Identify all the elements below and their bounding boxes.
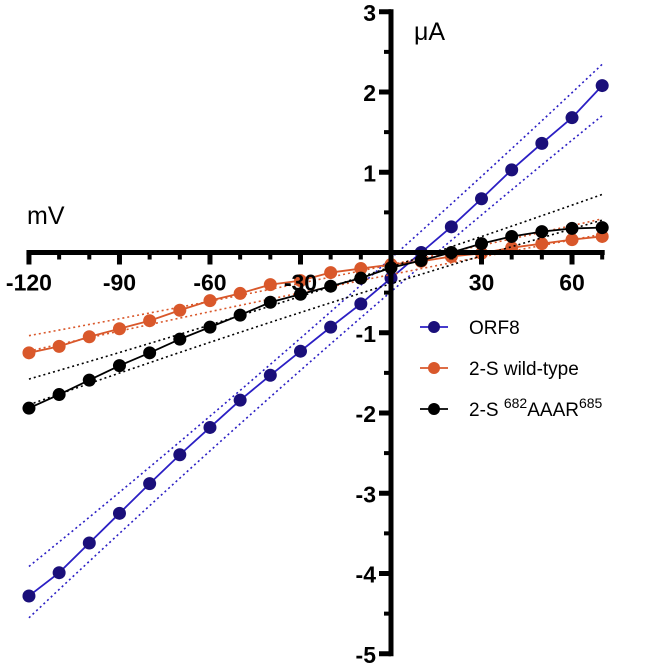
data-point — [203, 320, 217, 334]
y-tick-label: -2 — [356, 401, 376, 427]
data-point — [354, 262, 368, 276]
data-point — [22, 346, 36, 360]
legend-label: 2-S wild-type — [469, 359, 579, 380]
data-point — [293, 274, 307, 288]
data-point — [143, 346, 157, 360]
data-point — [52, 566, 66, 580]
data-point — [293, 344, 307, 358]
ci-upper-band — [28, 218, 603, 337]
legend-text-span: 2-S — [469, 400, 504, 421]
ci-upper-band — [28, 193, 603, 380]
series-line — [28, 84, 603, 597]
data-point — [475, 192, 489, 206]
data-point — [324, 320, 338, 334]
data-point — [535, 225, 549, 239]
data-point — [112, 322, 126, 336]
data-point — [22, 401, 36, 415]
data-point — [414, 254, 428, 268]
data-point — [82, 330, 96, 344]
x-tick-label: -120 — [6, 270, 52, 296]
data-point — [143, 314, 157, 328]
data-point — [143, 477, 157, 491]
y-tick-label: 1 — [363, 160, 376, 186]
data-point — [535, 136, 549, 150]
y-tick-label: -5 — [356, 642, 377, 667]
legend-superscript: 685 — [579, 395, 603, 411]
legend-text-span: ORF8 — [469, 318, 520, 339]
y-tick-label: -1 — [356, 321, 377, 347]
data-point — [565, 221, 579, 235]
data-point — [565, 233, 579, 247]
data-point — [173, 303, 187, 317]
series-1 — [22, 218, 609, 360]
x-tick-label: -60 — [193, 270, 226, 296]
data-point — [173, 448, 187, 462]
x-tick-label: 60 — [559, 270, 585, 296]
series-0 — [22, 63, 609, 619]
y-tick-label: -3 — [356, 481, 376, 507]
data-point — [203, 294, 217, 308]
data-point — [203, 420, 217, 434]
y-tick-label: -4 — [356, 562, 377, 588]
data-point — [354, 271, 368, 285]
data-point — [112, 359, 126, 373]
y-axis-title: μA — [414, 18, 445, 46]
ci-lower-band — [28, 219, 603, 406]
series-layer — [22, 63, 609, 619]
data-point — [52, 339, 66, 353]
legend-marker — [428, 362, 440, 374]
data-point — [505, 229, 519, 243]
x-tick-label: -30 — [284, 270, 317, 296]
x-tick-label: 30 — [469, 270, 495, 296]
x-ticks: -120 -90 -60 -30 30 60 — [6, 252, 605, 296]
x-axis-title: mV — [27, 202, 65, 230]
data-point — [324, 279, 338, 293]
data-point — [22, 589, 36, 603]
data-point — [82, 373, 96, 387]
ci-upper-band — [28, 63, 603, 568]
data-point — [475, 237, 489, 251]
data-point — [263, 295, 277, 309]
data-point — [444, 220, 458, 234]
legend-item: 2-S wild-type — [420, 359, 579, 380]
ci-lower-band — [28, 115, 603, 619]
legend-text-span: AAAR — [527, 400, 579, 421]
data-point — [595, 79, 609, 93]
series-2 — [22, 193, 609, 415]
data-point — [595, 221, 609, 235]
data-point — [293, 287, 307, 301]
data-point — [112, 506, 126, 520]
data-point — [535, 237, 549, 251]
data-point — [52, 388, 66, 402]
axes: -120 -90 -60 -30 30 60 -5 -4 -3 -2 -1 1 2 3 — [6, 0, 605, 667]
data-point — [233, 393, 247, 407]
data-point — [505, 163, 519, 177]
data-point — [263, 278, 277, 292]
y-tick-label: 3 — [363, 0, 376, 26]
data-point — [233, 286, 247, 300]
legend-marker — [428, 321, 440, 333]
data-point — [233, 308, 247, 322]
y-tick-label: 2 — [363, 80, 376, 106]
legend: ORF8 2-S wild-type 2-S 682AAAR685 — [420, 318, 603, 421]
legend-item: ORF8 — [420, 318, 520, 339]
legend-superscript: 682 — [504, 395, 528, 411]
data-point — [173, 332, 187, 346]
data-point — [565, 111, 579, 125]
data-point — [354, 297, 368, 311]
legend-marker — [428, 403, 440, 415]
data-point — [324, 266, 338, 280]
x-tick-label: -90 — [103, 270, 136, 296]
data-point — [263, 368, 277, 382]
legend-item: 2-S 682AAAR685 — [420, 395, 603, 421]
legend-label: ORF8 — [469, 318, 520, 339]
y-ticks: -5 -4 -3 -2 -1 1 2 3 — [356, 0, 391, 667]
legend-label: 2-S 682AAAR685 — [469, 395, 603, 421]
data-point — [82, 536, 96, 550]
legend-text-span: 2-S wild-type — [469, 359, 579, 380]
